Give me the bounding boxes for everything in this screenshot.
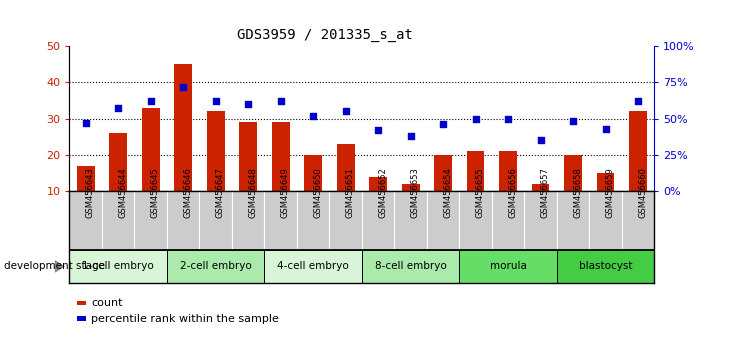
Bar [265, 250, 362, 283]
Text: GSM456659: GSM456659 [605, 167, 615, 218]
Point [242, 101, 254, 107]
Text: percentile rank within the sample: percentile rank within the sample [91, 314, 279, 324]
Point [470, 116, 482, 121]
Text: GSM456647: GSM456647 [216, 167, 224, 218]
Point [80, 120, 91, 126]
Bar [596, 173, 615, 227]
Point [210, 98, 221, 104]
Bar [362, 250, 459, 283]
Bar [401, 184, 420, 227]
Bar [459, 250, 557, 283]
Bar [589, 191, 622, 250]
Bar [207, 111, 224, 227]
Point [534, 137, 546, 143]
Text: development stage: development stage [4, 261, 105, 272]
Text: GDS3959 / 201335_s_at: GDS3959 / 201335_s_at [238, 28, 413, 42]
Point [567, 119, 579, 124]
Point [113, 105, 124, 111]
Bar [265, 191, 297, 250]
Bar [200, 191, 232, 250]
Point [632, 98, 644, 104]
Bar [167, 250, 265, 283]
Bar [77, 301, 86, 305]
Text: GSM456653: GSM456653 [411, 167, 420, 218]
Text: GSM456646: GSM456646 [183, 167, 192, 218]
Bar [297, 191, 330, 250]
Bar [77, 166, 94, 227]
Bar [167, 191, 200, 250]
Bar [564, 155, 582, 227]
Point [275, 98, 287, 104]
Bar [272, 122, 289, 227]
Text: 4-cell embryo: 4-cell embryo [277, 261, 349, 272]
Text: GSM456658: GSM456658 [573, 167, 582, 218]
Bar [142, 108, 159, 227]
Bar [239, 122, 257, 227]
Point [437, 121, 449, 127]
Bar [135, 191, 167, 250]
Text: count: count [91, 298, 123, 308]
Bar [330, 191, 362, 250]
Bar [337, 144, 355, 227]
Point [502, 116, 514, 121]
Bar [492, 191, 524, 250]
Point [178, 84, 189, 90]
Text: GSM456651: GSM456651 [346, 167, 355, 218]
Point [599, 126, 611, 132]
Bar [102, 191, 135, 250]
Point [405, 133, 417, 139]
Bar [69, 191, 102, 250]
Text: GSM456660: GSM456660 [638, 167, 647, 218]
Bar [466, 151, 485, 227]
Bar [499, 151, 517, 227]
Text: 2-cell embryo: 2-cell embryo [180, 261, 251, 272]
Text: GSM456655: GSM456655 [476, 167, 485, 218]
Bar [109, 133, 127, 227]
Point [145, 98, 156, 104]
Bar [174, 64, 192, 227]
Bar [427, 191, 459, 250]
Text: morula: morula [490, 261, 526, 272]
Bar [369, 177, 387, 227]
Bar [362, 191, 394, 250]
Text: GSM456649: GSM456649 [281, 167, 289, 218]
Text: GSM456643: GSM456643 [86, 167, 95, 218]
Text: blastocyst: blastocyst [579, 261, 632, 272]
Text: GSM456657: GSM456657 [540, 167, 550, 218]
Text: GSM456645: GSM456645 [151, 167, 159, 218]
Bar [629, 111, 647, 227]
Point [340, 108, 352, 114]
Point [372, 127, 384, 133]
Bar [232, 191, 265, 250]
Bar [557, 191, 589, 250]
Text: GSM456650: GSM456650 [313, 167, 322, 218]
Bar [622, 191, 654, 250]
Bar [531, 184, 550, 227]
Text: GSM456656: GSM456656 [508, 167, 517, 218]
Bar [524, 191, 557, 250]
Bar [394, 191, 427, 250]
Text: GSM456652: GSM456652 [378, 167, 387, 218]
Bar [459, 191, 492, 250]
Text: GSM456654: GSM456654 [443, 167, 452, 218]
Bar [304, 155, 322, 227]
Polygon shape [55, 260, 65, 273]
Bar [77, 316, 86, 321]
Bar [434, 155, 452, 227]
Point [307, 113, 319, 119]
Text: 1-cell embryo: 1-cell embryo [83, 261, 154, 272]
Bar [69, 250, 167, 283]
Bar [557, 250, 654, 283]
Text: GSM456644: GSM456644 [118, 167, 127, 218]
Text: GSM456648: GSM456648 [248, 167, 257, 218]
Text: 8-cell embryo: 8-cell embryo [375, 261, 447, 272]
